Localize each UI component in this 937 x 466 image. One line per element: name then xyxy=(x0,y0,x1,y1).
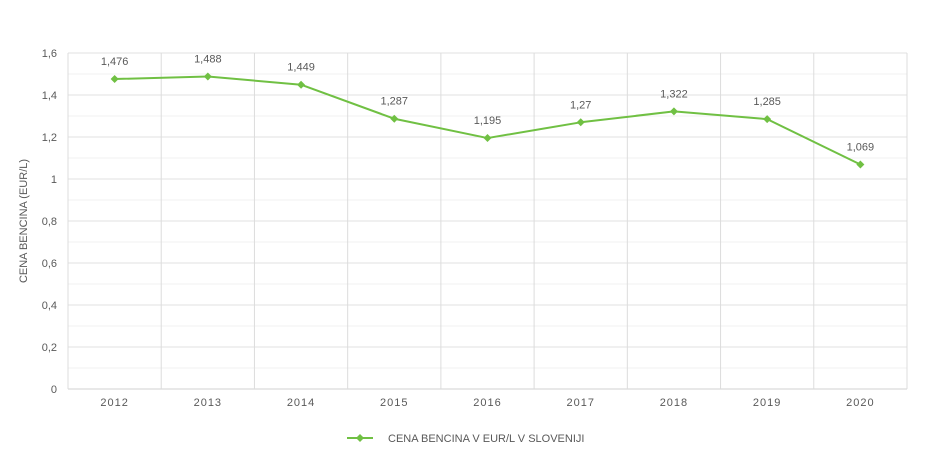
gridlines xyxy=(67,52,908,390)
data-label: 1,195 xyxy=(474,115,502,127)
x-tick-label: 2016 xyxy=(473,397,501,409)
x-tick-label: 2013 xyxy=(194,397,222,409)
x-axis-ticks: 2012 2013 2014 2015 2016 2017 2018 2019 2020 xyxy=(100,397,874,409)
data-label: 1,287 xyxy=(381,96,409,108)
y-tick-label: 0,6 xyxy=(42,258,57,270)
y-axis-title: CENA BENCINA (EUR/L) xyxy=(18,159,30,283)
data-point-marker xyxy=(856,160,865,169)
data-labels: 1,476 1,488 1,449 1,287 1,195 1,27 1,322 1,285 1… xyxy=(101,54,874,154)
data-point-marker xyxy=(576,118,585,127)
series-layer xyxy=(110,72,865,169)
data-label: 1,488 xyxy=(194,54,222,66)
x-tick-label: 2017 xyxy=(566,397,594,409)
data-point-marker xyxy=(763,115,772,124)
y-tick-label: 1,4 xyxy=(42,90,57,102)
data-label: 1,476 xyxy=(101,56,129,68)
x-tick-label: 2018 xyxy=(660,397,688,409)
y-tick-label: 1,6 xyxy=(42,48,57,60)
x-tick-label: 2015 xyxy=(380,397,408,409)
legend-marker xyxy=(356,434,364,442)
data-label: 1,069 xyxy=(847,142,875,154)
data-label: 1,27 xyxy=(570,99,591,111)
y-tick-label: 0,2 xyxy=(42,342,57,354)
data-point-marker xyxy=(483,134,492,143)
data-point-marker xyxy=(110,75,119,84)
legend: CENA BENCINA V EUR/L V SLOVENIJI xyxy=(347,433,584,445)
x-tick-label: 2019 xyxy=(753,397,781,409)
legend-label: CENA BENCINA V EUR/L V SLOVENIJI xyxy=(388,433,584,445)
y-axis-ticks: 0 0,2 0,4 0,6 0,8 1 1,2 1,4 1,6 xyxy=(42,48,57,396)
data-point-marker xyxy=(390,114,399,123)
data-point-marker xyxy=(669,107,678,116)
data-label: 1,322 xyxy=(660,88,688,100)
y-tick-label: 0 xyxy=(51,384,57,396)
y-tick-label: 0,8 xyxy=(42,216,57,228)
data-point-marker xyxy=(203,72,212,81)
data-label: 1,449 xyxy=(287,62,315,74)
x-tick-label: 2014 xyxy=(287,397,315,409)
x-tick-label: 2012 xyxy=(100,397,128,409)
data-label: 1,285 xyxy=(753,96,781,108)
y-tick-label: 1 xyxy=(51,174,57,186)
x-tick-label: 2020 xyxy=(846,397,874,409)
y-tick-label: 0,4 xyxy=(42,300,57,312)
y-tick-label: 1,2 xyxy=(42,132,57,144)
data-point-marker xyxy=(297,80,306,89)
